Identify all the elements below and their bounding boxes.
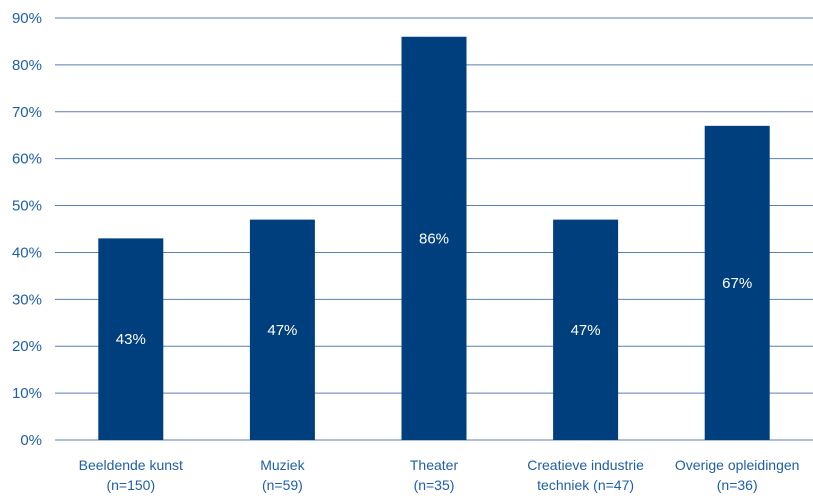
data-label: 47% bbox=[571, 322, 601, 339]
data-label: 43% bbox=[116, 331, 146, 348]
y-tick-label: 30% bbox=[12, 291, 42, 308]
x-category-label: Creatieve industrie bbox=[527, 457, 644, 473]
x-category-label: Theater bbox=[410, 457, 459, 473]
y-tick-label: 10% bbox=[12, 385, 42, 402]
label-layer: 43% Beeldende kunst (n=150) 47% Muziek (n=59)… bbox=[79, 230, 800, 493]
data-label: 67% bbox=[722, 275, 752, 292]
y-tick-label: 50% bbox=[12, 198, 42, 215]
x-category-label: Overige opleidingen bbox=[675, 457, 800, 473]
y-tick-label: 70% bbox=[12, 104, 42, 121]
data-label: 86% bbox=[419, 230, 449, 247]
bar-layer bbox=[98, 36, 770, 440]
y-tick-label: 90% bbox=[12, 10, 42, 27]
x-category-label: (n=59) bbox=[262, 477, 303, 493]
x-category-label: Beeldende kunst bbox=[79, 457, 183, 473]
y-tick-label: 60% bbox=[12, 151, 42, 168]
data-label: 47% bbox=[267, 322, 297, 339]
bar bbox=[553, 219, 619, 440]
y-tick-label: 40% bbox=[12, 244, 42, 261]
x-category-label: (n=35) bbox=[414, 477, 455, 493]
bar bbox=[249, 219, 315, 440]
bar bbox=[704, 125, 770, 440]
y-tick-label: 0% bbox=[20, 432, 42, 449]
bar bbox=[98, 238, 164, 440]
bar bbox=[401, 36, 467, 440]
y-tick-label: 80% bbox=[12, 57, 42, 74]
y-tick-label: 20% bbox=[12, 338, 42, 355]
x-category-label: Muziek bbox=[260, 457, 305, 473]
x-category-label: (n=150) bbox=[106, 477, 155, 493]
x-category-label: (n=36) bbox=[717, 477, 758, 493]
x-category-label: techniek (n=47) bbox=[537, 477, 634, 493]
